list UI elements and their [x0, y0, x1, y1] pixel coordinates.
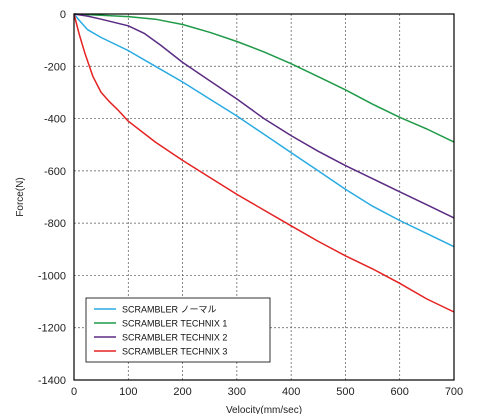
- y-tick-label-3: -600: [44, 166, 66, 178]
- series-lines: [73, 13, 455, 313]
- y-tick-label-4: -800: [44, 218, 66, 230]
- series-line-1: [73, 13, 455, 248]
- x-tick-labels: 0 100 200 300 400 500 600 700: [71, 386, 463, 398]
- legend-label-4: SCRAMBLER TECHNIX 3: [122, 347, 227, 357]
- grid: [74, 14, 454, 380]
- legend-label-3: SCRAMBLER TECHNIX 2: [122, 333, 227, 343]
- x-tick-label-6: 600: [391, 386, 409, 398]
- plot-frame: [73, 13, 455, 381]
- series-line-2: [73, 13, 455, 143]
- y-tick-label-6: -1200: [38, 323, 66, 335]
- legend-label-1: SCRAMBLER ノーマル: [122, 305, 217, 315]
- x-tick-label-0: 0: [71, 386, 77, 398]
- legend-label-2: SCRAMBLER TECHNIX 1: [122, 319, 227, 329]
- y-tick-label-2: -400: [44, 114, 66, 126]
- y-tick-label-1: -200: [44, 61, 66, 73]
- y-tick-label-5: -1000: [38, 270, 66, 282]
- x-axis-label: Velocity(mm/sec): [226, 405, 302, 414]
- y-tick-label-0: 0: [60, 9, 66, 21]
- x-tick-label-3: 300: [228, 386, 246, 398]
- x-tick-label-7: 700: [445, 386, 463, 398]
- y-tick-labels: 0 -200 -400 -600 -800 -1000 -1200 -1400: [38, 9, 66, 387]
- series-line-4: [73, 13, 455, 313]
- x-tick-label-2: 200: [173, 386, 191, 398]
- y-tick-label-7: -1400: [38, 375, 66, 387]
- series-line-3: [73, 13, 455, 219]
- x-tick-label-4: 400: [282, 386, 300, 398]
- legend: SCRAMBLER ノーマル SCRAMBLER TECHNIX 1 SCRAMBL…: [85, 297, 271, 363]
- x-tick-label-1: 100: [119, 386, 137, 398]
- y-axis-label: Force(N): [15, 177, 26, 216]
- legend-box: [85, 297, 271, 363]
- x-tick-label-5: 500: [336, 386, 354, 398]
